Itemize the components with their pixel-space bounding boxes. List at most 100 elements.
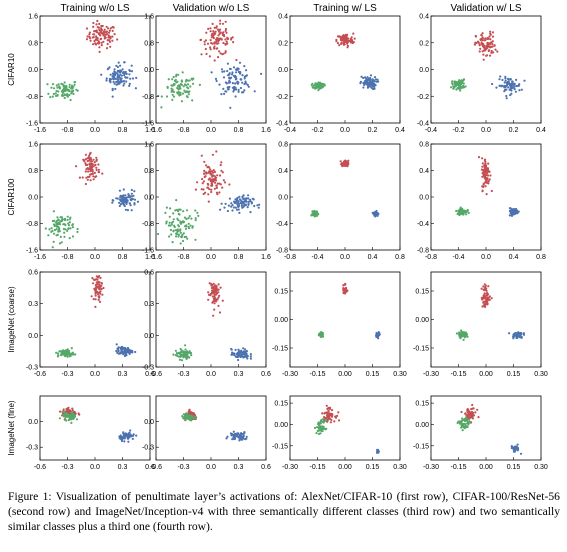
data-point	[58, 417, 62, 420]
x-tick-label: -0.30	[423, 371, 439, 378]
data-point	[209, 39, 212, 42]
x-tick-label: 0.2	[509, 127, 519, 134]
data-point	[215, 186, 218, 189]
data-point	[240, 78, 243, 81]
data-point	[465, 426, 468, 429]
data-point	[504, 77, 507, 80]
data-point	[98, 22, 101, 25]
data-point	[366, 86, 369, 89]
y-tick-label: 0.15	[274, 289, 288, 296]
data-point	[123, 61, 126, 64]
data-point	[108, 39, 111, 42]
data-point	[204, 191, 207, 194]
data-point	[222, 31, 225, 34]
data-point	[213, 187, 216, 190]
data-point	[182, 210, 185, 213]
data-point	[196, 211, 199, 214]
data-point	[238, 195, 241, 198]
data-point	[459, 206, 462, 209]
data-point	[317, 86, 321, 89]
data-point	[54, 221, 58, 224]
data-point	[508, 332, 511, 335]
data-point	[169, 228, 172, 232]
data-point	[56, 86, 59, 89]
data-point	[102, 40, 105, 43]
data-point	[66, 415, 69, 418]
data-point	[484, 47, 487, 51]
data-point	[183, 235, 186, 239]
data-point	[189, 85, 192, 88]
data-point	[131, 437, 134, 440]
x-tick-label: 0.15	[366, 371, 380, 378]
x-tick-label: 0.4	[395, 127, 405, 134]
x-tick-label: 0.30	[534, 464, 548, 471]
data-point	[210, 190, 213, 194]
y-tick-label: 0.0	[28, 67, 38, 74]
data-point	[212, 314, 215, 317]
data-point	[240, 355, 243, 358]
data-point	[219, 208, 222, 211]
data-point	[223, 181, 227, 184]
data-point	[231, 204, 234, 207]
y-tick-label: -0.15	[413, 346, 429, 353]
data-point	[512, 208, 516, 211]
data-point	[197, 214, 200, 217]
data-point	[91, 172, 94, 175]
data-point	[220, 161, 223, 164]
data-point	[116, 197, 119, 200]
data-point	[462, 82, 465, 85]
data-point	[104, 36, 107, 39]
y-tick-label: 0.0	[28, 333, 38, 340]
data-point	[111, 72, 115, 75]
data-point	[239, 435, 242, 438]
data-point	[452, 87, 455, 90]
data-point	[200, 53, 203, 56]
x-tick-label: -0.4	[284, 127, 296, 134]
data-point	[176, 80, 179, 83]
data-point	[70, 421, 73, 424]
scatter-panel: -1.6 -0.8 0.0 0.8 1.6 1.6 0.8 0.0 -0.8 -1.6	[142, 142, 271, 262]
data-point	[363, 76, 367, 79]
data-point	[463, 420, 467, 423]
data-point	[62, 94, 65, 97]
data-point	[212, 174, 215, 177]
y-tick-label: 0.15	[415, 289, 429, 296]
data-point	[244, 199, 247, 202]
data-point	[210, 188, 213, 191]
data-point	[95, 159, 98, 162]
data-point	[107, 27, 110, 30]
data-point	[90, 295, 93, 298]
data-point	[100, 287, 103, 291]
data-point	[503, 84, 507, 87]
data-point	[505, 81, 508, 85]
data-point	[489, 174, 492, 177]
data-point	[508, 78, 511, 81]
data-point	[457, 82, 461, 85]
data-point	[214, 181, 217, 184]
data-point	[166, 85, 169, 88]
data-point	[115, 343, 118, 346]
data-point	[322, 421, 325, 424]
y-tick-label: 0.15	[415, 401, 429, 408]
data-point	[121, 437, 124, 440]
data-point	[171, 98, 174, 101]
data-point	[365, 81, 368, 84]
data-point	[105, 79, 108, 82]
data-point	[126, 434, 130, 437]
data-point	[164, 211, 167, 214]
data-point	[469, 416, 472, 419]
x-tick-label: -0.8	[61, 254, 73, 261]
scatter-panel: -1.6 -0.8 0.0 0.8 1.6 1.6 0.8 0.0 -0.8 -1.6	[26, 142, 155, 262]
data-point	[133, 190, 136, 193]
data-point	[243, 75, 246, 78]
x-tick-label: 0.15	[507, 371, 521, 378]
data-point	[313, 426, 317, 429]
data-point	[92, 36, 95, 39]
data-point	[128, 435, 131, 438]
data-point	[242, 435, 245, 438]
data-point	[451, 82, 454, 85]
x-tick-label: -0.6	[34, 464, 46, 471]
data-point	[215, 150, 218, 153]
column-title: Validation w/ LS	[451, 3, 522, 14]
data-point	[175, 232, 178, 235]
